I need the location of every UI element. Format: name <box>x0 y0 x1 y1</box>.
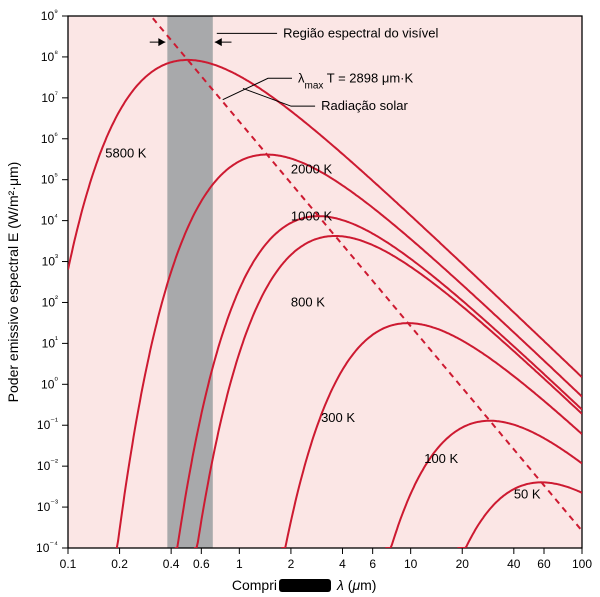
solar-label: Radiação solar <box>321 98 408 113</box>
curve-label: 2000 K <box>291 162 333 177</box>
x-tick-label: 6 <box>369 557 376 571</box>
x-tick-label: 2 <box>288 557 295 571</box>
visible-region-label: Região espectral do visível <box>283 25 438 40</box>
curve-label: 1000 K <box>291 209 333 224</box>
x-tick-label: 100 <box>572 557 592 571</box>
curve-label: 800 K <box>291 294 325 309</box>
curve-label: 100 K <box>424 451 458 466</box>
x-tick-label: 40 <box>507 557 521 571</box>
x-axis-label-left: Compri <box>232 577 277 593</box>
x-tick-label: 0.2 <box>111 557 128 571</box>
x-tick-label: 4 <box>339 557 346 571</box>
x-tick-label: 20 <box>456 557 470 571</box>
curve-label: 5800 K <box>105 145 147 160</box>
x-tick-label: 0.6 <box>193 557 210 571</box>
y-axis-label: Poder emissivo espectral E (W/m²·μm) <box>5 162 21 403</box>
curve-label: 300 K <box>321 410 355 425</box>
x-tick-label: 60 <box>537 557 551 571</box>
plot-area <box>68 16 582 548</box>
x-axis-label-right: λ (μm) <box>336 577 376 593</box>
redaction-blob <box>279 579 331 592</box>
x-tick-label: 0.1 <box>60 557 77 571</box>
x-tick-label: 1 <box>236 557 243 571</box>
planck-chart: 0.10.20.40.612461020406010010⁻⁴10⁻³10⁻²1… <box>0 0 600 597</box>
x-tick-label: 10 <box>404 557 418 571</box>
x-tick-label: 0.4 <box>163 557 180 571</box>
curve-label: 50 K <box>514 487 541 502</box>
